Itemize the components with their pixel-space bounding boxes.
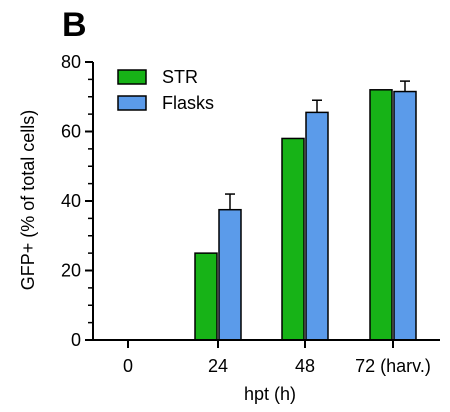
bars [194,80,417,341]
y-tick-label: 80 [61,52,81,72]
bar-flasks-72 [393,90,417,341]
x-tick-label: 0 [123,356,133,376]
bar-str-24 [194,252,218,341]
panel-letter: B [62,6,87,44]
bar-flasks-24 [218,208,242,341]
bar-str-72 [369,89,393,341]
bar-flasks-48 [305,111,329,341]
y-axis-title: GFP+ (% of total cells) [18,110,38,291]
x-axis-title: hpt (h) [244,384,296,404]
legend: STR Flasks [117,67,214,113]
y-tick-label: 20 [61,261,81,281]
y-tick-label: 40 [61,191,81,211]
legend-label-str: STR [162,67,198,87]
x-tick-label: 72 (harv.) [355,356,431,376]
y-tick-label: 0 [71,330,81,350]
x-tick-label: 24 [208,356,228,376]
legend-swatch-str [117,69,147,85]
legend-label-flasks: Flasks [162,93,214,113]
x-tick-label: 48 [295,356,315,376]
y-tick-label: 60 [61,122,81,142]
bar-str-48 [281,137,305,341]
axes: 0 20 40 60 80 0 24 48 72 (harv.) [61,52,440,376]
legend-swatch-flasks [117,95,147,111]
